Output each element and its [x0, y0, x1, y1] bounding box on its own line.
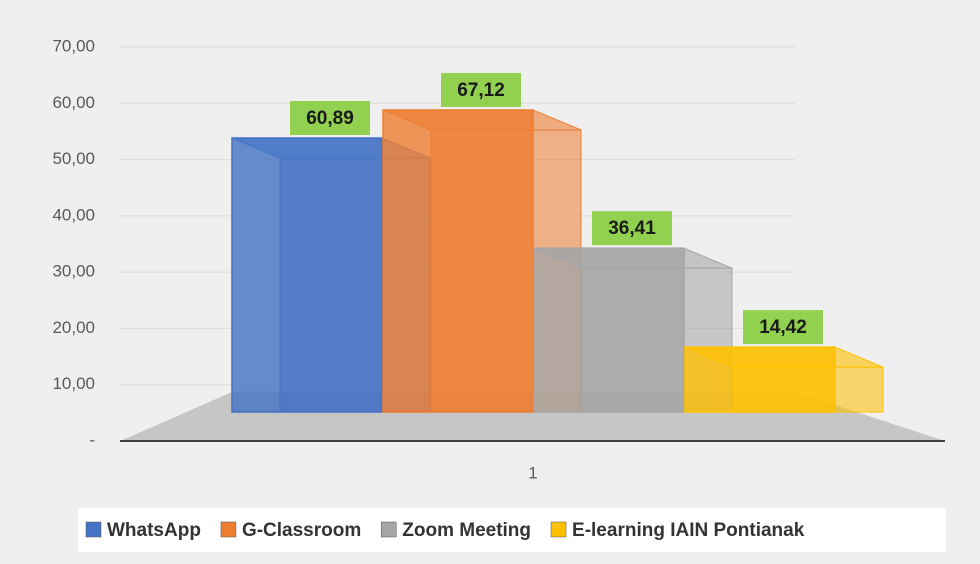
y-tick-label: 30,00	[52, 262, 95, 281]
value-label-box	[743, 310, 823, 345]
value-label: 14,42	[759, 317, 807, 338]
value-label-box	[441, 72, 521, 107]
y-tick-label: 40,00	[52, 205, 95, 224]
value-label-box	[290, 100, 370, 135]
x-tick-label: 1	[528, 463, 537, 482]
y-tick-label: 10,00	[52, 374, 95, 393]
bar	[533, 247, 733, 413]
legend-swatch	[85, 521, 102, 538]
legend-swatch	[381, 521, 397, 538]
bar-front	[231, 137, 383, 413]
value-label: 36,41	[608, 218, 656, 239]
y-tick-label: 20,00	[52, 318, 95, 337]
value-label: 67,12	[457, 80, 505, 101]
bar-front	[382, 109, 534, 413]
legend-swatch	[550, 521, 567, 538]
legend-label: WhatsApp	[107, 520, 201, 541]
bar-front	[533, 247, 685, 413]
legend-label: Zoom Meeting	[402, 520, 531, 541]
y-tick-label: 50,00	[52, 149, 95, 168]
y-tick-label: 70,00	[52, 36, 95, 55]
legend-label: E-learning IAIN Pontianak	[572, 520, 805, 541]
value-label-box	[592, 211, 672, 246]
legend-swatch	[220, 521, 237, 538]
value-label: 60,89	[306, 108, 354, 129]
bar-front	[684, 346, 836, 413]
bar	[684, 346, 884, 413]
y-tick-label: -	[89, 430, 95, 449]
legend-label: G-Classroom	[242, 520, 361, 541]
y-tick-label: 60,00	[52, 93, 95, 112]
